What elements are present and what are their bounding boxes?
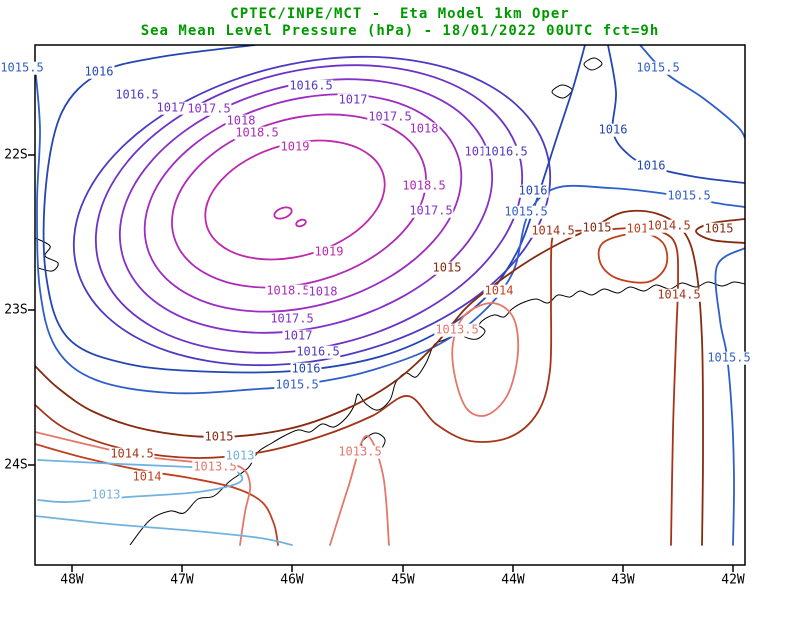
coastline	[551, 84, 573, 99]
contour-line-1013	[35, 515, 293, 546]
contour-line-1016.5	[72, 55, 552, 367]
contour-line-1019	[273, 206, 293, 220]
contour-line-1019	[204, 139, 386, 261]
contour-line-1018	[143, 93, 463, 313]
contour-line-1014	[35, 443, 279, 546]
contours-group	[35, 45, 745, 546]
contour-line-1013.5	[451, 302, 520, 417]
contour-line-1015	[35, 209, 704, 546]
contour-line-1016	[607, 45, 745, 184]
coastline	[129, 281, 745, 546]
contour-line-1014	[597, 232, 669, 284]
chart-title-line1: CPTEC/INPE/MCT - Eta Model 1km Oper	[230, 6, 570, 22]
contour-line-1015.5	[714, 247, 745, 546]
contour-line-1016	[42, 45, 586, 374]
contour-line-1013	[37, 459, 244, 503]
contour-line-1017	[94, 64, 524, 354]
contour-line-1017.5	[118, 78, 494, 334]
map-frame	[34, 44, 746, 566]
contour-line-1015	[695, 218, 745, 244]
coastline	[35, 237, 59, 272]
contour-line-1015.5	[639, 45, 745, 139]
chart-title-line2: Sea Mean Level Pressure (hPa) - 18/01/20…	[140, 23, 660, 39]
coastline	[583, 57, 603, 71]
contour-line-1018.5	[171, 113, 427, 289]
contour-line-1019	[295, 218, 307, 228]
contour-line-1013.5	[329, 435, 390, 546]
contour-line-1015.5	[35, 65, 745, 395]
